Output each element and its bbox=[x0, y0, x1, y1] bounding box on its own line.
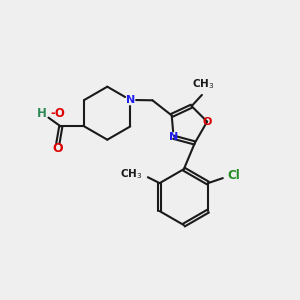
Text: N: N bbox=[169, 132, 178, 142]
Text: -O: -O bbox=[50, 107, 65, 120]
Text: H: H bbox=[37, 107, 47, 120]
Text: CH$_3$: CH$_3$ bbox=[119, 167, 142, 181]
Text: O: O bbox=[202, 117, 212, 127]
Text: N: N bbox=[126, 95, 135, 105]
Text: O: O bbox=[52, 142, 63, 155]
Text: CH$_3$: CH$_3$ bbox=[192, 78, 214, 92]
Text: Cl: Cl bbox=[227, 169, 240, 182]
